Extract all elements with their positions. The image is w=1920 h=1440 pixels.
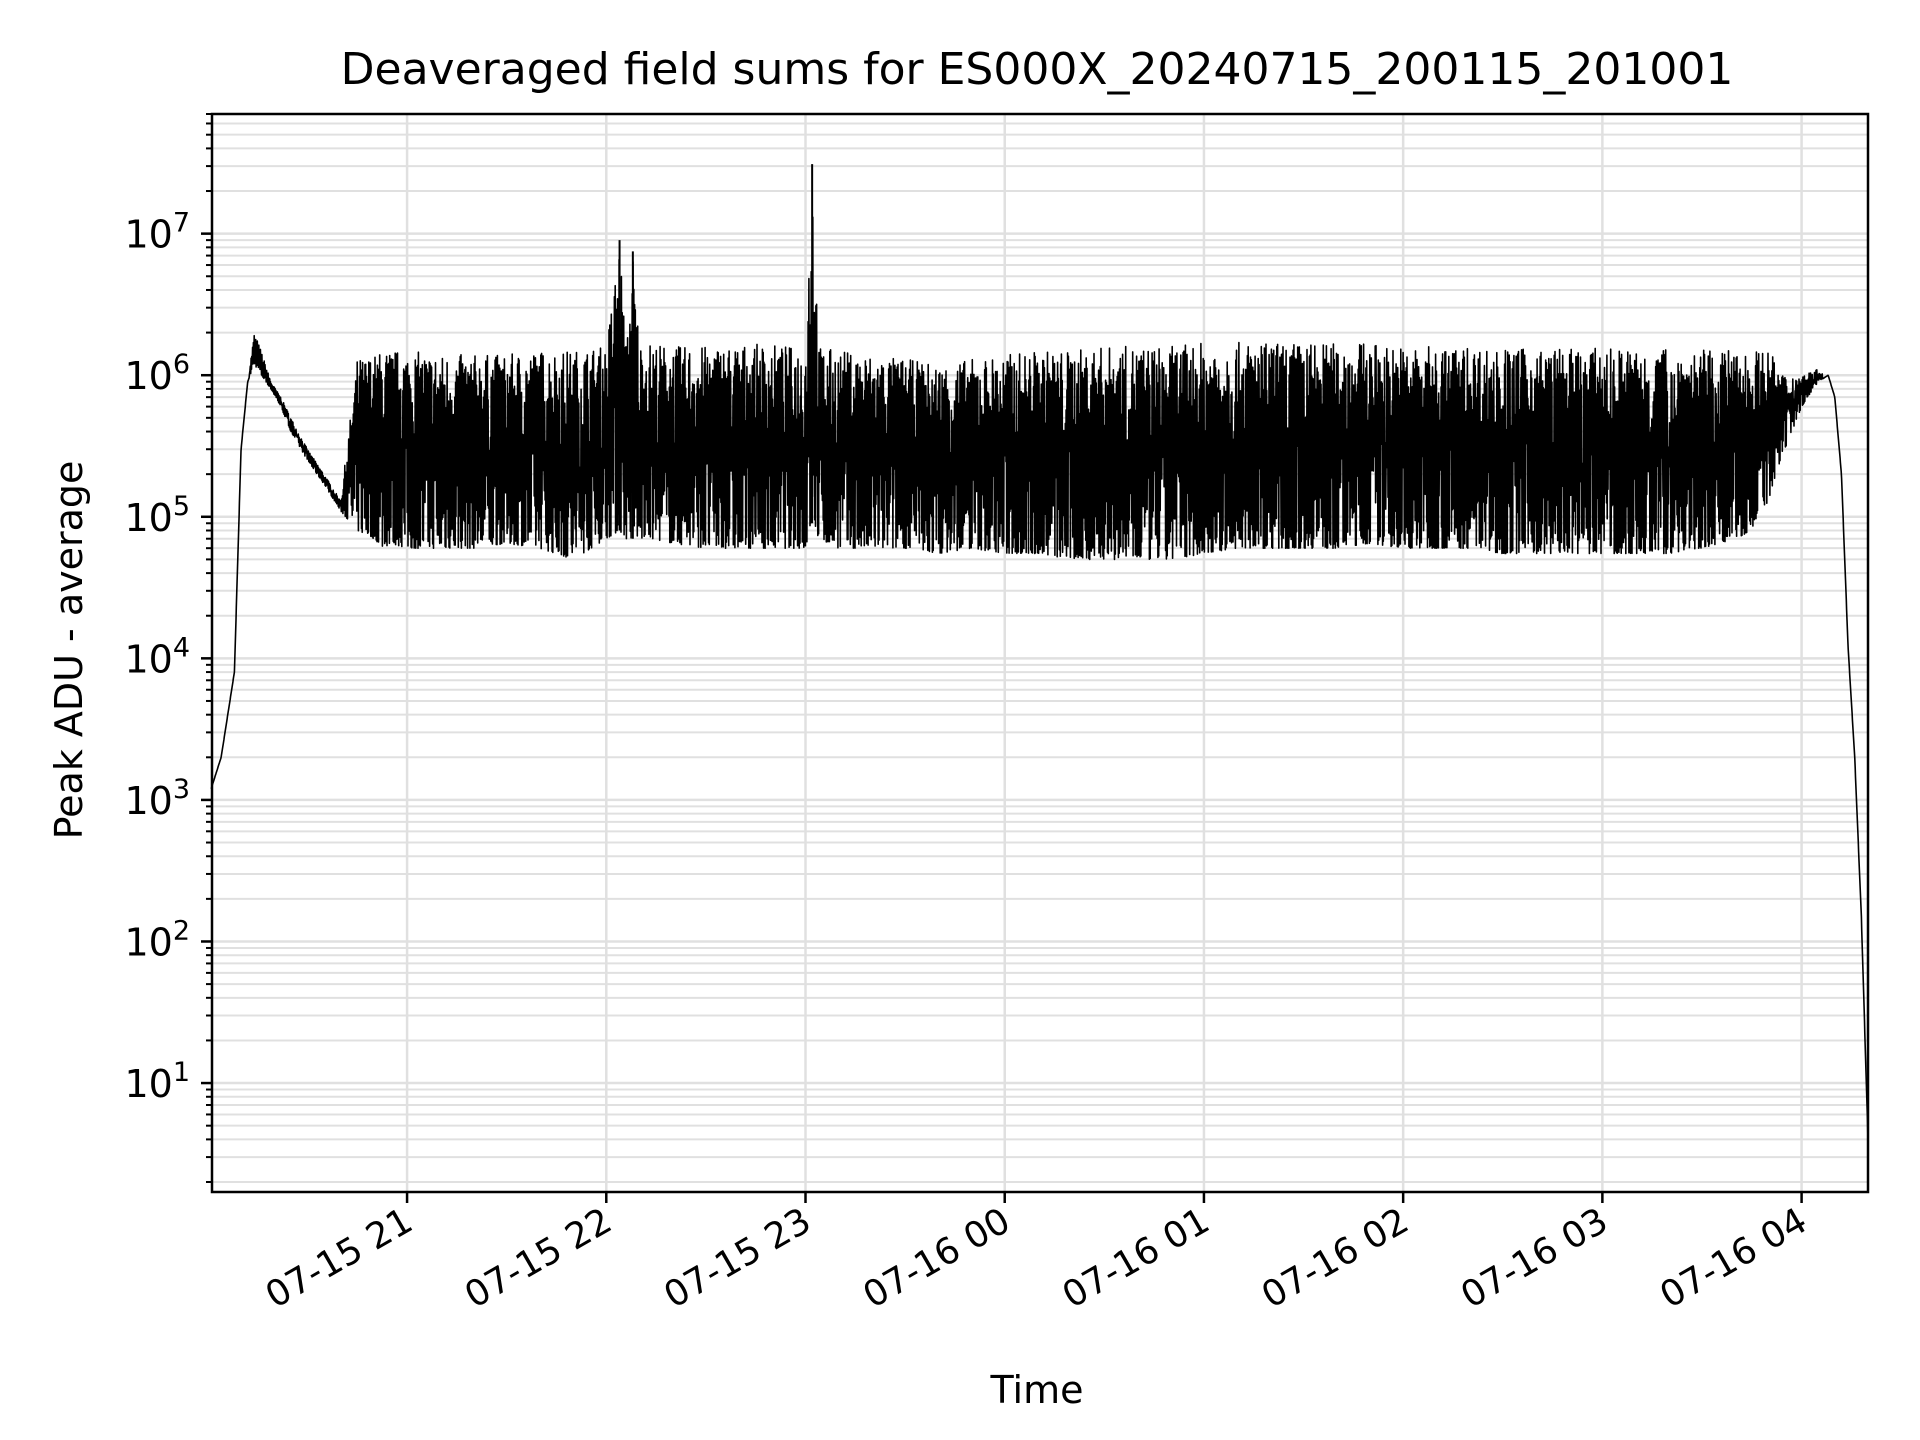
x-axis-label: Time	[990, 1368, 1084, 1412]
y-tick-label: 104	[124, 632, 190, 681]
y-tick-label: 106	[124, 349, 190, 398]
chart-title: Deaveraged field sums for ES000X_2024071…	[341, 44, 1734, 95]
y-tick-label: 107	[124, 208, 190, 257]
y-tick-label: 102	[124, 915, 190, 964]
y-tick-label: 105	[124, 491, 190, 540]
y-tick-label: 101	[124, 1057, 190, 1106]
y-tick-label: 103	[124, 774, 190, 823]
series-line	[210, 216, 1869, 1138]
axes-frame	[210, 112, 1870, 1194]
y-axis-label: Peak ADU - average	[47, 461, 91, 840]
